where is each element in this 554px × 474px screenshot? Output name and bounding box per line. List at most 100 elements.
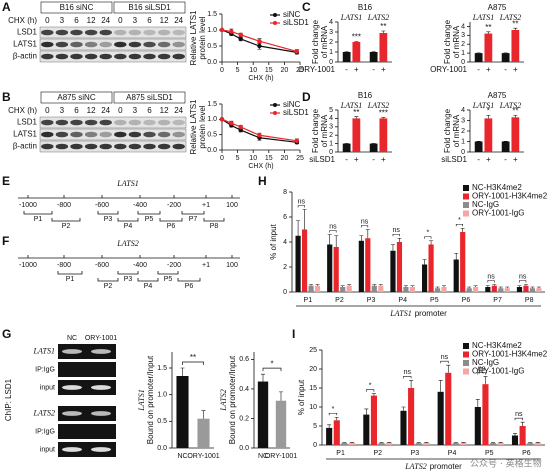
- gel-lane: [58, 344, 116, 359]
- category-label: P5: [430, 297, 439, 304]
- error-bar: [201, 410, 206, 419]
- blot-band: [55, 119, 69, 126]
- legend-swatch: [463, 343, 469, 349]
- error-bar: [354, 116, 359, 119]
- category-label: P3: [411, 450, 420, 457]
- primer-label: P1: [34, 216, 43, 223]
- legend-label: ORY-1001-IgG: [472, 209, 524, 218]
- gel-band: [62, 385, 82, 390]
- significance: ns: [515, 411, 523, 418]
- bar: [197, 418, 210, 448]
- primer-label: P7: [189, 216, 198, 223]
- primer-label: P3: [124, 276, 133, 283]
- bar: [333, 420, 340, 445]
- error-bar: [513, 114, 518, 118]
- position-label: -600: [95, 262, 109, 269]
- blot-band: [157, 29, 171, 36]
- group-box: [40, 91, 113, 104]
- position-label: -800: [57, 262, 71, 269]
- significance: ns: [441, 354, 449, 361]
- sig-bracket: [329, 230, 337, 233]
- primer: [117, 271, 139, 275]
- y-tick-label: 1.0: [207, 116, 217, 123]
- category-label: P6: [522, 450, 531, 457]
- group-label: B16 siNC: [60, 3, 94, 12]
- error-bar: [371, 393, 376, 396]
- blot-band: [55, 29, 69, 36]
- error-bar: [530, 286, 535, 289]
- significance: ns: [298, 198, 306, 205]
- bar: [473, 287, 479, 292]
- y-tick-label: 25: [309, 347, 317, 354]
- blot-band: [143, 29, 156, 36]
- legend-swatch: [463, 193, 469, 200]
- panel-label: B: [2, 90, 11, 104]
- blot-band: [172, 119, 185, 126]
- treatment-sign: -: [477, 65, 480, 74]
- error-bar: [460, 227, 465, 232]
- gel-gene-label: LATS2: [33, 408, 56, 417]
- error-bar: [486, 114, 491, 119]
- time-value: 0: [118, 106, 123, 115]
- gel-row-label: input: [40, 384, 55, 391]
- y-tick-label: 2: [461, 41, 465, 48]
- bar: [308, 285, 314, 292]
- bar: [340, 287, 346, 292]
- y-tick-label: 0: [461, 59, 465, 66]
- x-axis-label: CHX (h): [248, 163, 273, 170]
- bar: [453, 259, 459, 292]
- y-tick-label: 1: [461, 50, 465, 57]
- time-value: 24: [174, 106, 183, 115]
- primer-label: P2: [62, 223, 71, 230]
- panel-label: F: [2, 234, 9, 248]
- significance: ns: [404, 369, 412, 376]
- error-bar: [403, 285, 408, 287]
- primer-label: P5: [164, 276, 173, 283]
- y-tick-label: 3: [461, 117, 465, 124]
- y-tick-label: 4: [329, 19, 333, 26]
- x-tick-label: 10: [249, 155, 257, 162]
- gel-band: [91, 385, 111, 390]
- y-tick-label: 0.5: [207, 132, 217, 139]
- sig-bracket: [424, 236, 432, 239]
- gel-row-label: input: [40, 446, 55, 453]
- y-tick-label: 0: [329, 59, 333, 66]
- primer: [97, 278, 119, 282]
- position-label: -600: [95, 202, 109, 209]
- group-label: A875 siNC: [57, 93, 95, 102]
- sig-bracket: [440, 360, 449, 364]
- legend-marker: [273, 13, 277, 17]
- significance: **: [512, 106, 518, 115]
- marker: [257, 133, 262, 138]
- error-bar: [347, 284, 352, 286]
- bar: [527, 443, 534, 445]
- category-label: P1: [336, 450, 345, 457]
- y-tick-label: 1.5: [207, 101, 217, 108]
- y-tick-label: 0.5: [157, 418, 167, 425]
- bar: [523, 285, 529, 292]
- bar: [460, 442, 467, 445]
- bar: [314, 285, 321, 292]
- error-bar: [334, 235, 339, 247]
- error-bar: [409, 380, 414, 388]
- significance: **: [353, 108, 359, 117]
- y-tick-label: 1.0: [157, 392, 167, 399]
- sig-bracket: [328, 412, 338, 416]
- treatment-sign: +: [381, 65, 386, 74]
- blot-band: [157, 53, 171, 60]
- y-tick-label: 2: [329, 39, 333, 46]
- bar: [348, 442, 356, 445]
- y-axis-label: % of input: [269, 223, 278, 259]
- x-axis-label: LATS1 promoter: [389, 309, 447, 318]
- y-tick-label: 0.6: [239, 356, 249, 363]
- legend-swatch: [463, 368, 469, 375]
- gel-band: [62, 411, 82, 416]
- bar: [379, 118, 388, 152]
- legend-label: ORY-1001-H3K4me2: [472, 350, 548, 359]
- gel-band: [62, 447, 82, 452]
- blot-band: [99, 119, 112, 126]
- legend-label: NC-IgG: [472, 358, 499, 367]
- legend-swatch: [463, 360, 469, 366]
- y-tick-label: 10: [309, 404, 317, 411]
- error-bar: [390, 244, 395, 251]
